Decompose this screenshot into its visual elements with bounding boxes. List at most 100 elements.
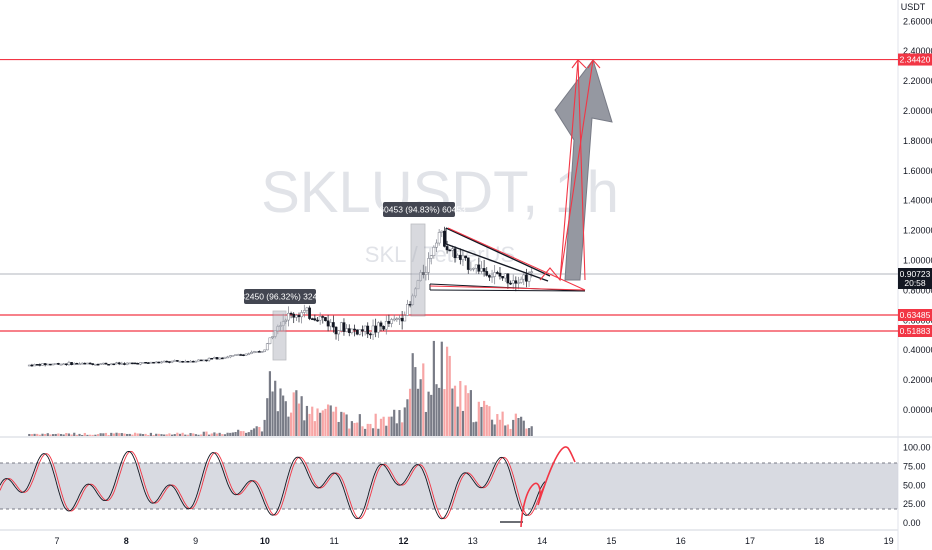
candle-body (215, 357, 219, 360)
candle-body (456, 254, 460, 259)
volume-bar (319, 412, 322, 436)
candle-body (59, 363, 63, 366)
stoch-tick-label: 75.00 (903, 461, 926, 471)
candle-body (387, 321, 391, 324)
volume-bar (300, 396, 303, 436)
candle-body (154, 361, 158, 364)
candle-body (451, 248, 454, 251)
volume-bar (308, 413, 311, 436)
candle-body (485, 271, 489, 276)
volume-bar (231, 432, 234, 436)
candle-body (490, 276, 494, 278)
candle-body (186, 361, 190, 363)
volume-bar (408, 388, 412, 436)
candle-body (403, 315, 407, 322)
volume-bar (488, 406, 491, 436)
measure-label-1-text: 0.32450 (96.32%) 32450 (233, 292, 327, 302)
stoch-annotation[interactable] (500, 446, 576, 528)
candle-body (199, 359, 203, 362)
candle-body (117, 362, 121, 365)
volume-bar (70, 434, 73, 436)
volume-bar (207, 434, 211, 436)
candle-body (70, 362, 73, 366)
candle-body (308, 307, 311, 319)
volume-bar (223, 434, 227, 436)
volume-bar (456, 406, 459, 436)
volume-bar (44, 433, 47, 436)
candle-body (514, 280, 518, 284)
candle-body (527, 272, 531, 282)
measure-label-2[interactable]: 0.60453 (94.83%) 60453 (372, 202, 466, 217)
candle-body (297, 314, 301, 318)
volume-bar (303, 420, 306, 436)
volume-bar (276, 411, 279, 436)
volume-bar (506, 424, 510, 436)
volume-bar (99, 433, 102, 436)
volume-bar (234, 431, 237, 436)
volume-bar (213, 432, 216, 436)
volume-bar (350, 421, 353, 436)
volume-bar (57, 433, 60, 436)
candle-body (250, 351, 253, 354)
candle-body (242, 354, 245, 356)
candle-body (406, 303, 409, 316)
wedge-drawing[interactable] (429, 227, 586, 292)
candle-body (104, 362, 108, 365)
volume-bar (226, 432, 229, 436)
candle-body (57, 363, 60, 365)
price-tick-label: 1.60000 (903, 166, 932, 176)
volume-bar (38, 434, 41, 436)
candle-body (369, 333, 372, 336)
candle-body (493, 272, 497, 277)
candle-body (469, 268, 473, 271)
volume-bar (247, 432, 250, 436)
volume-bar (364, 428, 367, 436)
volume-bar (110, 432, 113, 436)
candle-body (268, 337, 272, 344)
volume-bar (266, 398, 269, 436)
projection-arrow[interactable] (539, 58, 613, 282)
volume-bar (252, 428, 256, 436)
volume-bar (181, 432, 184, 436)
candle-body (168, 361, 171, 363)
candle-body (437, 232, 441, 244)
volume-bar (459, 380, 462, 436)
volume-bar (237, 429, 240, 436)
candle-body (226, 356, 229, 359)
volume-bar (81, 434, 84, 436)
volume-bar (356, 422, 359, 436)
candle-body (511, 280, 515, 284)
volume-bar (311, 406, 314, 436)
volume-bar (525, 428, 528, 436)
candle-body (144, 361, 147, 364)
candle-body (67, 362, 71, 365)
volume-bar (136, 433, 139, 436)
candle-body (371, 325, 375, 335)
candle-body (207, 357, 211, 361)
volume-bar (107, 434, 110, 436)
candle-body (326, 320, 330, 327)
measure-label-1[interactable]: 0.32450 (96.32%) 32450 (233, 289, 327, 304)
candle-body (265, 343, 269, 351)
candle-body (160, 361, 163, 364)
volume-bar (469, 390, 472, 436)
volume-bar (123, 433, 126, 436)
volume-bar (41, 433, 44, 436)
volume-bar (334, 406, 338, 436)
volume-bar (88, 434, 92, 436)
volume-bar (147, 434, 150, 436)
currency-text: USDT (901, 2, 926, 12)
volume-bar (33, 433, 36, 436)
candle-body (149, 361, 153, 364)
candle-body (202, 359, 206, 362)
volume-bar (279, 388, 282, 436)
time-tick-label: 7 (54, 536, 59, 546)
volume-bar (128, 433, 131, 436)
volume-bar (316, 408, 319, 436)
volume-bar (329, 405, 332, 436)
volume-bar (416, 388, 420, 436)
candle-body (506, 273, 510, 284)
